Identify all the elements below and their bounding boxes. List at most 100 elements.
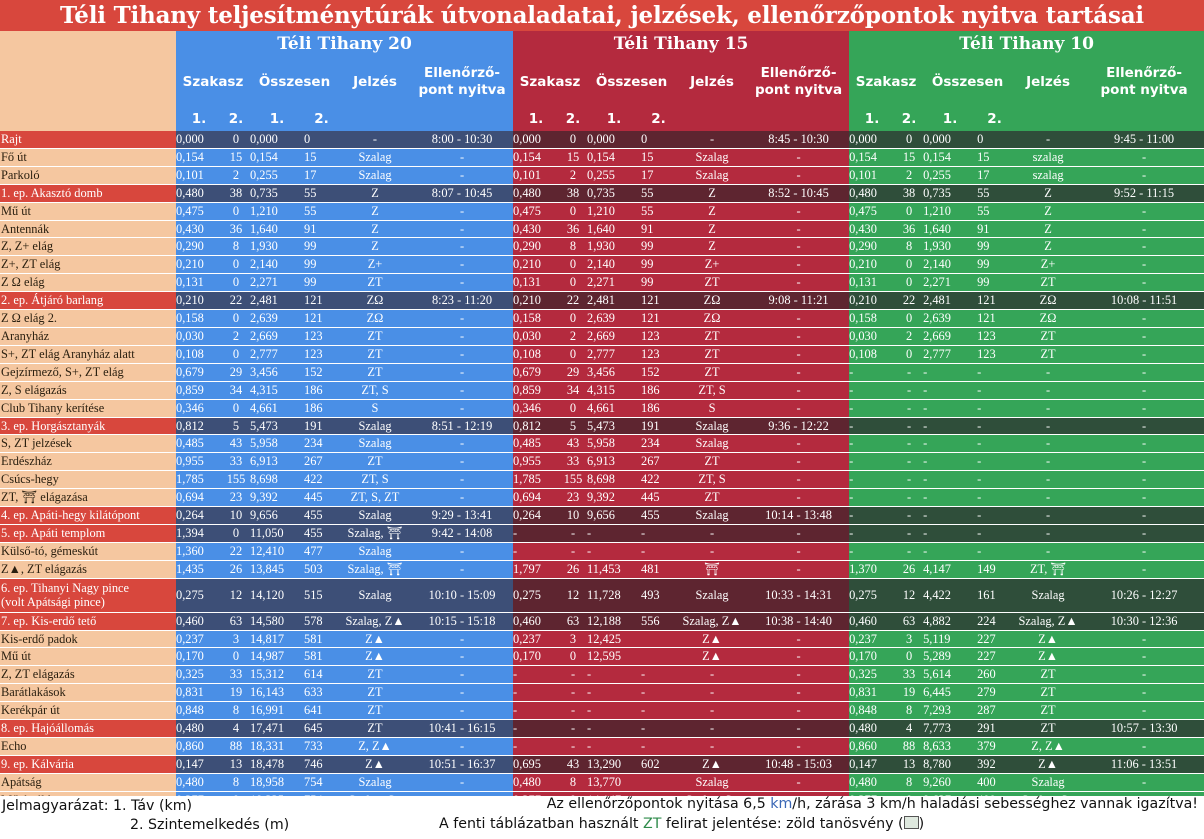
- cell-jelzes-10: szalag: [1012, 166, 1085, 185]
- cell-jelzes-10: szalag: [1012, 148, 1085, 167]
- cell-ossz-szint-15: -: [641, 701, 677, 721]
- cell-ossz-tav-20: 0,255: [250, 166, 304, 185]
- cell-szakasz-szint-20: 2: [222, 166, 250, 185]
- cell-ossz-tav-15: 2,669: [587, 327, 642, 346]
- cell-ossz-tav-20: 11,050: [250, 524, 304, 543]
- cell-jelzes-15: ZΩ: [676, 291, 749, 311]
- cell-nyitva-20: -: [411, 381, 514, 400]
- cell-nyitva-15: -: [748, 665, 850, 685]
- cell-ossz-tav-15: 1,210: [587, 202, 642, 221]
- cell-jelzes-10: ZT: [1012, 683, 1085, 703]
- cell-ossz-tav-10: 0,000: [923, 131, 978, 149]
- cell-szakasz-tav-15: 1,797: [513, 560, 560, 579]
- header-szakasz-15: Szakasz: [513, 57, 588, 107]
- cell-szakasz-szint-20: 0: [222, 255, 250, 275]
- route-title-20: Téli Tihany 20: [176, 31, 514, 57]
- row-name-text: 1. ep. Akasztó domb: [1, 185, 103, 200]
- cell-szakasz-tav-10: 0,480: [849, 184, 896, 203]
- cell-nyitva-15: 10:14 - 13:48: [748, 506, 850, 525]
- cell-ossz-szint-15: -: [641, 542, 677, 561]
- cell-szakasz-szint-20: 34: [222, 381, 250, 400]
- cell-ossz-szint-15: 186: [641, 399, 677, 418]
- cell-ossz-szint-10: 15: [977, 148, 1013, 167]
- row-name-text: 2. ep. Átjáró barlang: [1, 293, 104, 308]
- row-name-text: Echo: [1, 739, 27, 753]
- cell-ossz-tav-15: 4,661: [587, 399, 642, 418]
- cell-nyitva-15: -: [748, 701, 850, 721]
- cell-ossz-szint-15: 455: [641, 506, 677, 525]
- row-name: Csúcs-hegy: [0, 470, 176, 490]
- cell-jelzes-15: -: [676, 683, 749, 703]
- cell-ossz-szint-20: 99: [304, 255, 339, 275]
- cell-ossz-tav-10: 5,614: [923, 665, 978, 685]
- cell-szakasz-tav-20: 0,460: [176, 612, 222, 631]
- cell-szakasz-tav-15: 0,475: [513, 202, 560, 221]
- cell-ossz-szint-20: 614: [304, 665, 339, 685]
- row-name-text-2: (volt Apátsági pince): [1, 595, 105, 610]
- cell-jelzes-10: Szalag: [1012, 578, 1085, 613]
- cell-szakasz-szint-15: 23: [559, 488, 588, 508]
- header-open-line2: pont nyitva: [418, 82, 506, 98]
- cell-szakasz-tav-20: 0,158: [176, 309, 222, 328]
- cell-nyitva-20: -: [411, 237, 514, 257]
- cell-szakasz-szint-15: -: [559, 737, 588, 756]
- cell-szakasz-szint-20: 0: [222, 345, 250, 364]
- cell-ossz-tav-15: 0,735: [587, 184, 642, 203]
- cell-szakasz-tav-15: 0,131: [513, 273, 560, 293]
- cell-ossz-szint-20: 267: [304, 452, 339, 472]
- cell-jelzes-15: Z+: [676, 255, 749, 275]
- cell-nyitva-10: 10:57 - 13:30: [1084, 719, 1204, 738]
- cell-ossz-tav-10: -: [923, 542, 978, 561]
- cell-jelzes-15: Szalag: [676, 148, 749, 167]
- cell-szakasz-tav-15: 0,030: [513, 327, 560, 346]
- cell-nyitva-10: -: [1084, 470, 1204, 490]
- cell-jelzes-10: -: [1012, 131, 1085, 149]
- cell-szakasz-tav-20: 0,955: [176, 452, 222, 472]
- row-name: Z▲, ZT elágazás: [0, 560, 176, 579]
- cell-ossz-tav-20: 14,987: [250, 647, 304, 667]
- cell-nyitva-15: -: [748, 647, 850, 667]
- cell-nyitva-15: -: [748, 542, 850, 561]
- cell-ossz-szint-15: [641, 647, 677, 667]
- cell-ossz-szint-10: 123: [977, 345, 1013, 364]
- cell-szakasz-szint-20: 23: [222, 488, 250, 508]
- cell-szakasz-tav-20: 0,275: [176, 578, 222, 613]
- row-name: Külső-tó, gémeskút: [0, 542, 176, 561]
- row-name-text: Antennák: [1, 221, 50, 236]
- cell-szakasz-tav-15: 0,480: [513, 184, 560, 203]
- cell-jelzes-15: ZT: [676, 345, 749, 364]
- cell-szakasz-tav-15: 0,430: [513, 220, 560, 239]
- cell-szakasz-tav-15: 0,812: [513, 417, 560, 436]
- cell-jelzes-10: Z▲: [1012, 647, 1085, 667]
- cell-szakasz-szint-15: 38: [559, 184, 588, 203]
- cell-szakasz-szint-15: 0: [559, 647, 588, 667]
- row-name: Kerékpár út: [0, 701, 176, 721]
- cell-jelzes-20: Szalag, ⛩: [339, 560, 411, 579]
- cell-nyitva-10: -: [1084, 506, 1204, 525]
- legend-elevation: 2. Szintemelkedés (m): [130, 817, 290, 833]
- cell-ossz-szint-15: 15: [641, 148, 677, 167]
- cell-nyitva-10: -: [1084, 166, 1204, 185]
- page-title: Téli Tihany teljesítménytúrák útvonalada…: [0, 0, 1204, 31]
- cell-ossz-szint-10: 121: [977, 309, 1013, 328]
- cell-ossz-tav-15: 2,639: [587, 309, 642, 328]
- cell-szakasz-tav-10: 0,290: [849, 237, 896, 257]
- cell-jelzes-15: Szalag: [676, 578, 749, 613]
- cell-szakasz-szint-10: -: [895, 506, 924, 525]
- cell-szakasz-szint-10: 8: [895, 773, 924, 792]
- row-name: ZT, ⛩ elágazása: [0, 488, 176, 508]
- cell-nyitva-20: 9:42 - 14:08: [411, 524, 514, 543]
- cell-szakasz-tav-15: 0,210: [513, 291, 560, 311]
- cell-ossz-tav-15: 12,188: [587, 612, 642, 631]
- cell-szakasz-szint-10: 0: [895, 255, 924, 275]
- cell-jelzes-15: ZT: [676, 363, 749, 382]
- table-row: Z, S elágazás 0,859 34 4,315 186 ZT, S -0,859 3…: [0, 381, 1204, 400]
- cell-nyitva-15: -: [748, 148, 850, 167]
- cell-ossz-tav-20: 2,669: [250, 327, 304, 346]
- cell-jelzes-10: -: [1012, 399, 1085, 418]
- cell-nyitva-10: 10:30 - 12:36: [1084, 612, 1204, 631]
- cell-ossz-szint-20: 99: [304, 273, 339, 293]
- cell-szakasz-tav-10: 0,108: [849, 345, 896, 364]
- header-sub-blank-10: [1012, 107, 1085, 131]
- cell-ossz-szint-15: 55: [641, 184, 677, 203]
